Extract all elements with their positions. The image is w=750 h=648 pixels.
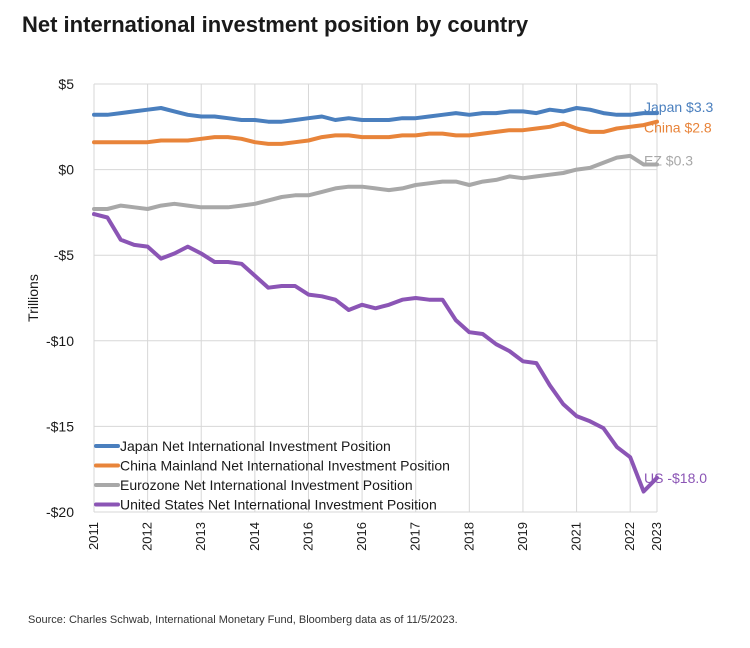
series-lines [92, 106, 659, 494]
y-tick-label: -$10 [46, 333, 74, 349]
x-axis-ticks: 2011 2012 2013 2014 2016 2016 2017 2018 2019 2021… [86, 522, 664, 551]
legend: Japan Net International Investment Posit… [94, 438, 450, 513]
legend-label-japan: Japan Net International Investment Posit… [120, 438, 391, 454]
end-label-china: China $2.8 [644, 120, 712, 136]
y-tick-label: $0 [58, 162, 74, 178]
x-tick-label: 2016 [300, 522, 315, 551]
x-tick-label: 2012 [140, 522, 155, 551]
x-tick-label: 2023 [649, 522, 664, 551]
legend-label-eurozone: Eurozone Net International Investment Po… [120, 477, 413, 493]
x-tick-label: 2021 [569, 522, 584, 551]
x-tick-label: 2014 [247, 522, 262, 551]
end-label-japan: Japan $3.3 [644, 99, 713, 115]
x-tick-label: 2017 [408, 522, 423, 551]
chart-title: Net international investment position by… [22, 12, 529, 37]
source-note: Source: Charles Schwab, International Mo… [28, 614, 458, 626]
y-tick-label: -$20 [46, 504, 74, 520]
x-tick-label: 2011 [86, 522, 101, 550]
x-tick-label: 2022 [622, 522, 637, 551]
series-line-eurozone [92, 153, 659, 211]
end-labels: Japan $3.3 China $2.8 EZ $0.3 US -$18.0 [644, 99, 713, 486]
legend-label-china: China Mainland Net International Investm… [120, 458, 450, 474]
x-tick-label: 2013 [193, 522, 208, 551]
y-axis-title: Trillions [25, 274, 41, 322]
legend-label-us: United States Net International Investme… [120, 497, 437, 513]
x-tick-label: 2019 [515, 522, 530, 551]
series-line-us [92, 212, 659, 494]
x-tick-label: 2018 [461, 522, 476, 551]
y-tick-label: $5 [58, 76, 74, 92]
series-line-japan [92, 106, 659, 124]
grid-lines [93, 83, 658, 513]
y-tick-label: -$5 [54, 247, 74, 263]
y-tick-label: -$15 [46, 418, 74, 434]
y-axis-ticks: $5 $0 -$5 -$10 -$15 -$20 [46, 76, 74, 520]
end-label-eurozone: EZ $0.3 [644, 152, 693, 168]
end-label-us: US -$18.0 [644, 470, 707, 486]
series-line-china [92, 119, 659, 146]
x-tick-label: 2016 [354, 522, 369, 551]
